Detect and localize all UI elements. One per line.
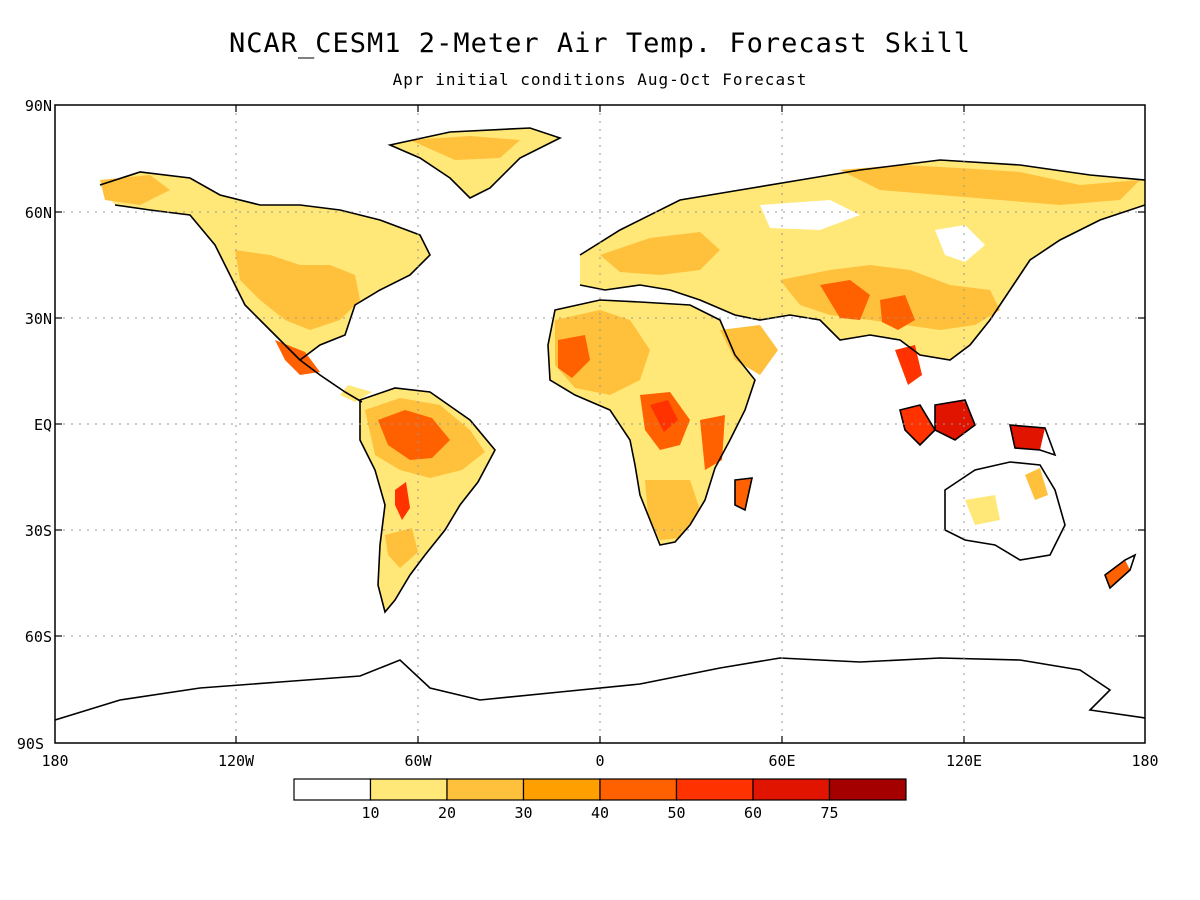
colorbar-swatch: [446, 778, 525, 801]
colorbar-label: 40: [591, 804, 609, 822]
map-subtitle: Apr initial conditions Aug-Oct Forecast: [392, 70, 808, 89]
colorbar-label: 30: [514, 804, 532, 822]
lon-label-0: 0: [595, 752, 604, 770]
map-title: NCAR_CESM1 2-Meter Air Temp. Forecast Sk…: [229, 28, 971, 59]
colorbar-swatch: [293, 778, 372, 801]
colorbar-swatch: [369, 778, 448, 801]
lat-label-eq: EQ: [34, 416, 52, 434]
colorbar-swatch: [522, 778, 601, 801]
lon-label-120w: 120W: [218, 752, 255, 770]
coastlines: [54, 127, 1146, 721]
lon-label-60w: 60W: [404, 752, 432, 770]
colorbar: 10 20 30 40 50 60 75: [293, 778, 907, 822]
colorbar-swatch: [752, 778, 831, 801]
lon-labels: 180 120W 60W 0 60E 120E 180: [41, 752, 1158, 770]
skill-field: [100, 128, 1145, 612]
colorbar-label: 20: [438, 804, 456, 822]
lat-lon-grid: [55, 105, 1145, 743]
lat-label-30n: 30N: [25, 310, 52, 328]
colorbar-label: 10: [361, 804, 379, 822]
lat-label-60n: 60N: [25, 204, 52, 222]
colorbar-label: 50: [667, 804, 685, 822]
colorbar-swatch: [675, 778, 754, 801]
colorbar-label: 60: [744, 804, 762, 822]
lon-label-120e: 120E: [946, 752, 982, 770]
colorbar-label: 75: [820, 804, 838, 822]
axis-ticks: [55, 105, 1145, 743]
lat-label-90n: 90N: [25, 97, 52, 115]
lon-label-180w: 180: [41, 752, 68, 770]
lat-label-60s: 60S: [25, 628, 52, 646]
lat-label-30s: 30S: [25, 522, 52, 540]
lat-labels: 90N 60N 30N EQ 30S 60S 90S: [17, 97, 52, 753]
lon-label-180e: 180: [1131, 752, 1158, 770]
colorbar-swatch: [599, 778, 678, 801]
lat-label-90s: 90S: [17, 735, 44, 753]
lon-label-60e: 60E: [768, 752, 795, 770]
colorbar-swatch: [828, 778, 907, 801]
